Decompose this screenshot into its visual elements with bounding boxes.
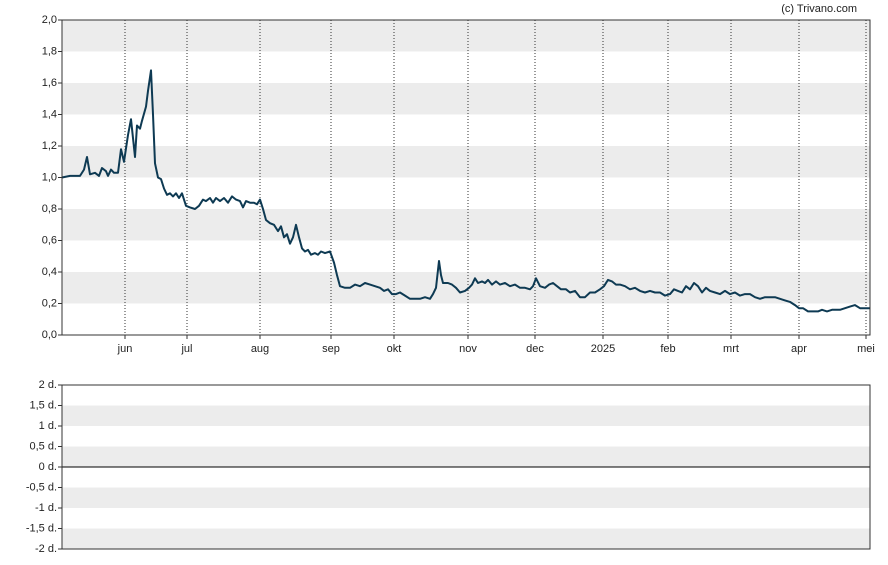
price-line — [61, 69, 870, 313]
x-tick-label: feb — [660, 343, 675, 355]
y-tick-label: 0,6 — [42, 234, 57, 246]
y-tick-label: -1 d. — [35, 502, 57, 514]
grid-band — [62, 487, 870, 508]
source: (c) Trivano.com — [781, 3, 857, 15]
grid-band — [62, 146, 870, 178]
y-tick-label: 0,8 — [42, 203, 57, 215]
y-tick-label: 0 d. — [39, 461, 57, 473]
grid-band — [62, 446, 870, 467]
x-tick-label: jul — [180, 343, 192, 355]
x-tick-label: dec — [526, 343, 544, 355]
grid-band — [62, 209, 870, 241]
grid-band — [62, 405, 870, 426]
x-tick-label: jun — [117, 343, 133, 355]
plot-frame — [61, 19, 871, 336]
y-tick-label: 1,4 — [42, 108, 57, 120]
y-tick-label: 1,5 d. — [29, 399, 57, 411]
y-tick-label: -2 d. — [35, 543, 57, 555]
y-tick-label: 0,2 — [42, 297, 57, 309]
x-tick-label: 2025 — [591, 343, 615, 355]
y-tick-label: 0,0 — [42, 329, 57, 341]
x-tick-label: nov — [459, 343, 477, 355]
y-tick-label: 1,0 — [42, 171, 57, 183]
plot-frame — [61, 384, 871, 550]
y-tick-label: 2,0 — [42, 14, 57, 26]
y-tick-label: 2 d. — [39, 379, 57, 391]
y-tick-label: -1,5 d. — [26, 522, 57, 534]
x-tick-label: mrt — [723, 343, 739, 355]
y-tick-label: -0,5 d. — [26, 481, 57, 493]
x-tick-label: sep — [322, 343, 340, 355]
grid-band — [62, 272, 870, 304]
x-tick-label: aug — [251, 343, 269, 355]
y-tick-label: 0,5 d. — [29, 440, 57, 452]
y-tick-label: 1,8 — [42, 45, 57, 57]
x-tick-label: okt — [387, 343, 402, 355]
y-tick-label: 0,4 — [42, 266, 57, 278]
y-tick-label: 1 d. — [39, 420, 57, 432]
grid-band — [62, 20, 870, 52]
y-tick-label: 1,2 — [42, 140, 57, 152]
grid-band — [62, 528, 870, 549]
grid-band — [62, 83, 870, 115]
y-tick-label: 1,6 — [42, 77, 57, 89]
x-tick-label: mei — [857, 343, 875, 355]
x-tick-label: apr — [791, 343, 807, 355]
